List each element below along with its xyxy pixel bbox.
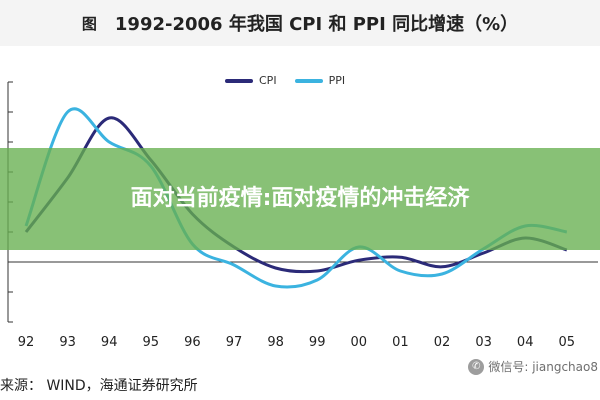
headline-text: 面对当前疫情:面对疫情的冲击经济 [130, 186, 470, 211]
x-tick-label: 01 [392, 335, 409, 350]
x-tick-label: 95 [143, 335, 160, 350]
x-tick-label: 03 [475, 335, 492, 350]
x-tick-label: 00 [351, 335, 368, 350]
wechat-icon: ✆ [468, 358, 485, 375]
x-tick-label: 94 [101, 335, 118, 350]
legend-swatch-cpi [225, 78, 253, 83]
legend-item-ppi: PPI [294, 74, 346, 87]
x-tick-label: 97 [226, 335, 243, 350]
headline-banner: 面对当前疫情:面对疫情的冲击经济 [0, 148, 600, 250]
x-tick-label: 99 [309, 335, 326, 350]
legend-label-cpi: CPI [259, 74, 277, 87]
legend: CPI PPI [225, 74, 345, 87]
legend-item-cpi: CPI [225, 74, 277, 87]
watermark: ✆ 微信号: jiangchao8 [468, 358, 598, 375]
x-tick-label: 02 [434, 335, 451, 350]
series-line-ppi [24, 107, 568, 289]
x-tick-label: 93 [59, 335, 76, 350]
source-note: 来源： WIND，海通证券研究所 [0, 378, 198, 394]
legend-swatch-ppi [294, 78, 323, 83]
x-tick-label: 98 [267, 335, 284, 350]
legend-label-ppi: PPI [328, 74, 346, 87]
x-tick-label: 05 [559, 335, 576, 350]
x-tick-label: 04 [517, 335, 534, 350]
watermark-text: 微信号: jiangchao8 [488, 360, 598, 374]
x-tick-label: 92 [18, 335, 35, 350]
x-tick-label: 96 [184, 335, 201, 350]
chart-title: 1992-2006 年我国 CPI 和 PPI 同比增速（%） [114, 14, 519, 35]
chart-title-bar: 图 1992-2006 年我国 CPI 和 PPI 同比增速（%） [0, 0, 600, 46]
figure-prefix: 图 [81, 14, 97, 33]
